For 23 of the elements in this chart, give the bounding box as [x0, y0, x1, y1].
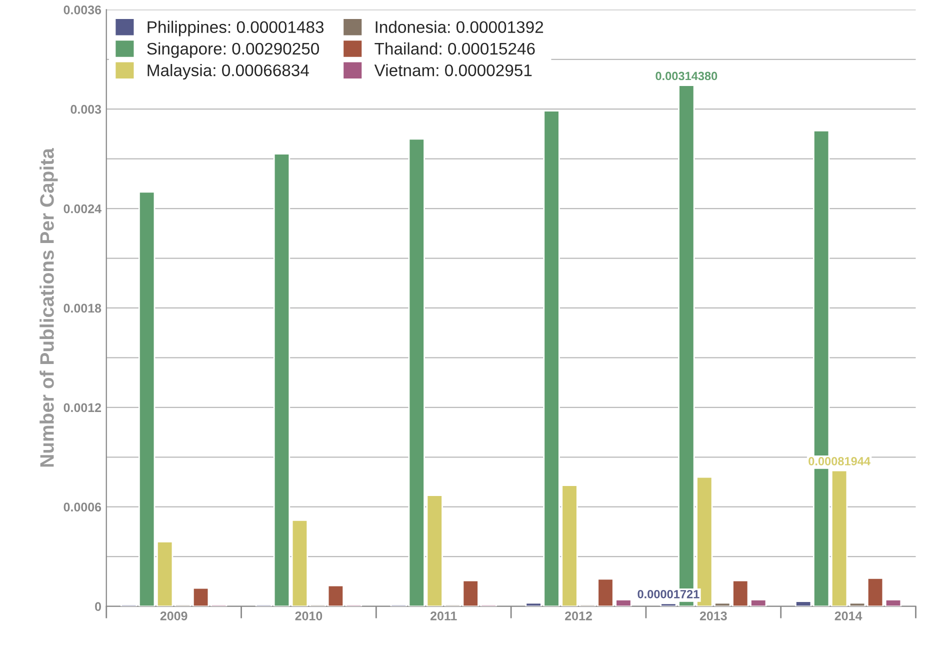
y-tick-label: 0.0024: [64, 204, 102, 214]
x-tick-label: 2011: [430, 611, 457, 620]
x-tick-label: 2010: [295, 611, 322, 620]
legend-label: Malaysia: 0.00066834: [148, 64, 309, 80]
y-tick-label: 0.0036: [64, 5, 102, 14]
y-tick-label: 0.0018: [64, 304, 102, 313]
y-tick-label: 0.003: [70, 104, 102, 114]
y-tick-label: 0.0012: [64, 403, 102, 412]
legend-label: Indonesia: 0.00001392: [376, 20, 544, 34]
legend-label: Vietnam: 0.00002951: [374, 64, 532, 76]
x-tick-label: 2013: [700, 611, 727, 620]
data-label: 0.00001721: [638, 590, 700, 598]
y-tick-label: 0: [95, 602, 101, 611]
y-axis-title: Number of Publications Per Capita: [40, 148, 58, 467]
legend-label: Singapore: 0.00290250: [147, 42, 320, 58]
legend-label: Philippines: 0.00001483: [148, 20, 324, 36]
y-tick-label: 0.0006: [64, 502, 102, 512]
data-label: 0.00314380: [656, 72, 718, 80]
x-tick-label: 2014: [834, 611, 862, 620]
x-tick-label: 2009: [160, 611, 188, 620]
legend-label: Thailand: 0.00015246: [374, 42, 535, 55]
data-label: 0.00081944: [808, 457, 870, 466]
x-tick-label: 2012: [565, 611, 592, 620]
